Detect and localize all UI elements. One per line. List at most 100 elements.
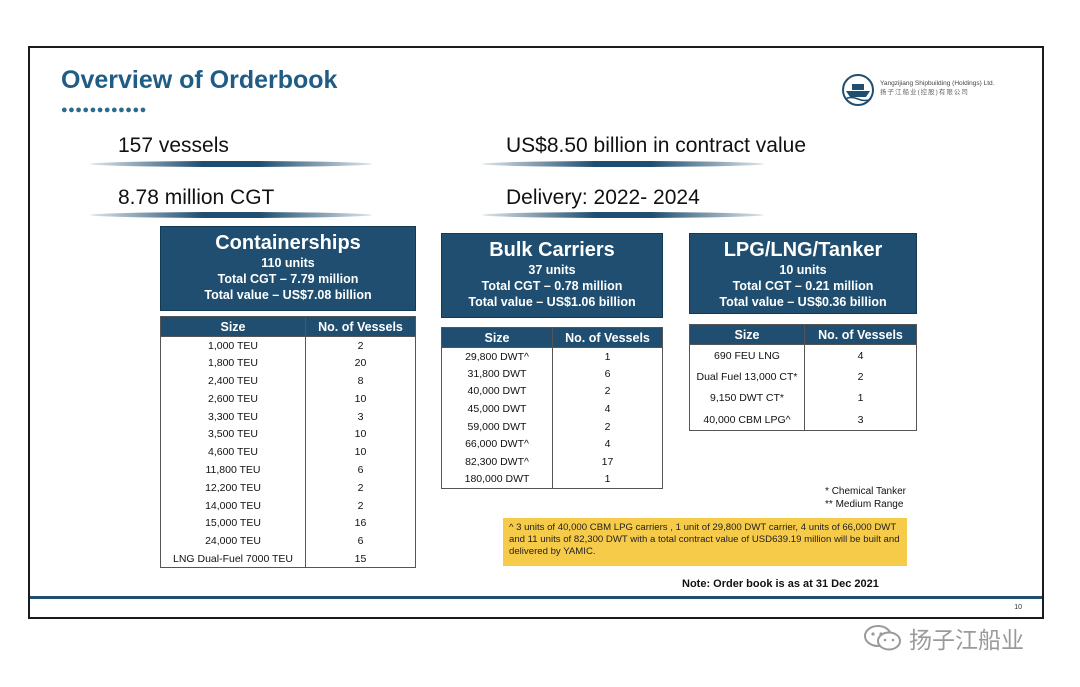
vessel-count-cell: 1 [804,387,917,409]
vessel-count-cell: 2 [552,382,663,401]
wechat-icon [864,625,901,651]
legend-chemical-tanker: * Chemical Tanker [825,486,906,497]
lpg-lng-tanker-value: Total value – US$0.36 billion [719,295,887,309]
bulk-carriers-cgt: Total CGT – 0.78 million [481,279,623,293]
size-cell: 1,800 TEU [160,354,306,373]
table-row: 82,300 DWT^ 17 [441,453,663,471]
size-cell: 14,000 TEU [160,496,306,515]
page-title: Overview of Orderbook [61,66,338,94]
size-cell: 15,000 TEU [160,514,306,533]
vessel-count-cell: 4 [552,400,663,418]
stat-delivery: Delivery: 2022- 2024 [506,186,700,209]
table-row: 690 FEU LNG 4 [689,344,917,366]
size-cell: 11,800 TEU [160,461,306,479]
size-cell: 2,600 TEU [160,389,306,408]
size-cell: 12,200 TEU [160,478,306,497]
legend: * Chemical Tanker ** Medium Range [825,485,906,511]
vessel-count-cell: 1 [552,470,663,489]
stat-contract-value: US$8.50 billion in contract value [506,134,807,157]
vessel-count-cell: 3 [804,409,917,431]
as-at-note: Note: Order book is as at 31 Dec 2021 [682,578,879,590]
title-dots: ●●●●●●●●●●●● [61,104,147,116]
vessel-count-cell: 2 [305,496,416,515]
size-cell: 45,000 DWT [441,400,553,418]
vessel-count-cell: 2 [552,417,663,436]
col-no-of-vessels: No. of Vessels [552,327,663,348]
vessel-count-cell: 4 [804,344,917,366]
vessel-count-cell: 4 [552,435,663,454]
company-logo [842,74,874,106]
company-name-en: Yangzijiang Shipbuilding (Holdings) Ltd. [880,80,995,87]
containerships-title: Containerships [215,232,361,254]
vessel-count-cell: 6 [305,532,416,551]
bulk-carriers-header: Bulk Carriers 37 units Total CGT – 0.78 … [441,233,663,318]
table-row: 2,400 TEU 8 [160,372,416,390]
size-cell: 29,800 DWT^ [441,347,553,366]
col-size: Size [441,327,553,348]
table-row: 29,800 DWT^ 1 [441,347,663,366]
vessel-count-cell: 6 [305,461,416,479]
lpg-lng-tanker-table: Size No. of Vessels 690 FEU LNG 4 Dual Fue… [689,324,917,431]
size-cell: 3,500 TEU [160,425,306,444]
stat-cgt: 8.78 million CGT [118,186,275,209]
size-cell: 690 FEU LNG [689,344,805,366]
size-cell: Dual Fuel 13,000 CT* [689,366,805,388]
table-row: 15,000 TEU 16 [160,514,416,533]
table-row: 66,000 DWT^ 4 [441,435,663,454]
vessel-count-cell: 16 [305,514,416,533]
lpg-lng-tanker-title: LPG/LNG/Tanker [723,239,883,261]
vessel-count-cell: 20 [305,354,416,373]
table-row: 59,000 DWT 2 [441,417,663,436]
size-cell: 40,000 DWT [441,382,553,401]
containerships-header: Containerships 110 units Total CGT – 7.7… [160,226,416,311]
col-size: Size [689,324,805,345]
lpg-lng-tanker-header: LPG/LNG/Tanker 10 units Total CGT – 0.21… [689,233,917,314]
table-row: 1,000 TEU 2 [160,336,416,355]
table-row: 180,000 DWT 1 [441,470,663,489]
page-number: 10 [1014,604,1022,611]
lpg-lng-tanker-units: 10 units [779,263,827,277]
col-no-of-vessels: No. of Vessels [305,316,416,337]
table-row: 45,000 DWT 4 [441,400,663,418]
containerships-cgt: Total CGT – 7.79 million [217,272,359,286]
table-row: 1,800 TEU 20 [160,354,416,373]
vessel-count-cell: 2 [305,478,416,497]
size-cell: LNG Dual-Fuel 7000 TEU [160,550,306,569]
col-size: Size [160,316,306,337]
company-name-cn: 扬子江船业(控股)有限公司 [880,89,969,96]
size-cell: 2,400 TEU [160,372,306,390]
lpg-lng-tanker-cgt: Total CGT – 0.21 million [732,279,874,293]
vessel-count-cell: 10 [305,425,416,444]
size-cell: 24,000 TEU [160,532,306,551]
containerships-value: Total value – US$7.08 billion [204,288,372,302]
table-row: 4,600 TEU 10 [160,443,416,462]
table-row: LNG Dual-Fuel 7000 TEU 15 [160,550,416,569]
table-row: 14,000 TEU 2 [160,496,416,515]
table-row: 2,600 TEU 10 [160,389,416,408]
vessel-count-cell: 8 [305,372,416,390]
table-row: 12,200 TEU 2 [160,478,416,497]
table-row: 24,000 TEU 6 [160,532,416,551]
stat-underline [90,161,372,167]
vessel-count-cell: 2 [804,366,917,388]
stat-underline [90,212,372,218]
vessel-count-cell: 17 [552,453,663,471]
table-row: 3,500 TEU 10 [160,425,416,444]
size-cell: 3,300 TEU [160,407,306,426]
watermark: 扬子江船业 [863,621,1024,655]
containerships-units: 110 units [261,256,315,270]
vessel-count-cell: 1 [552,347,663,366]
size-cell: 4,600 TEU [160,443,306,462]
vessel-count-cell: 10 [305,389,416,408]
watermark-text: 扬子江船业 [909,627,1024,653]
table-row: 3,300 TEU 3 [160,407,416,426]
size-cell: 1,000 TEU [160,336,306,355]
col-no-of-vessels: No. of Vessels [804,324,917,345]
size-cell: 82,300 DWT^ [441,453,553,471]
legend-medium-range: ** Medium Range [825,499,904,510]
size-cell: 40,000 CBM LPG^ [689,409,805,431]
bulk-carriers-units: 37 units [528,263,576,277]
table-row: 31,800 DWT 6 [441,365,663,383]
slide: Overview of Orderbook ●●●●●●●●●●●● Yangz… [28,46,1044,619]
stat-underline [482,161,764,167]
